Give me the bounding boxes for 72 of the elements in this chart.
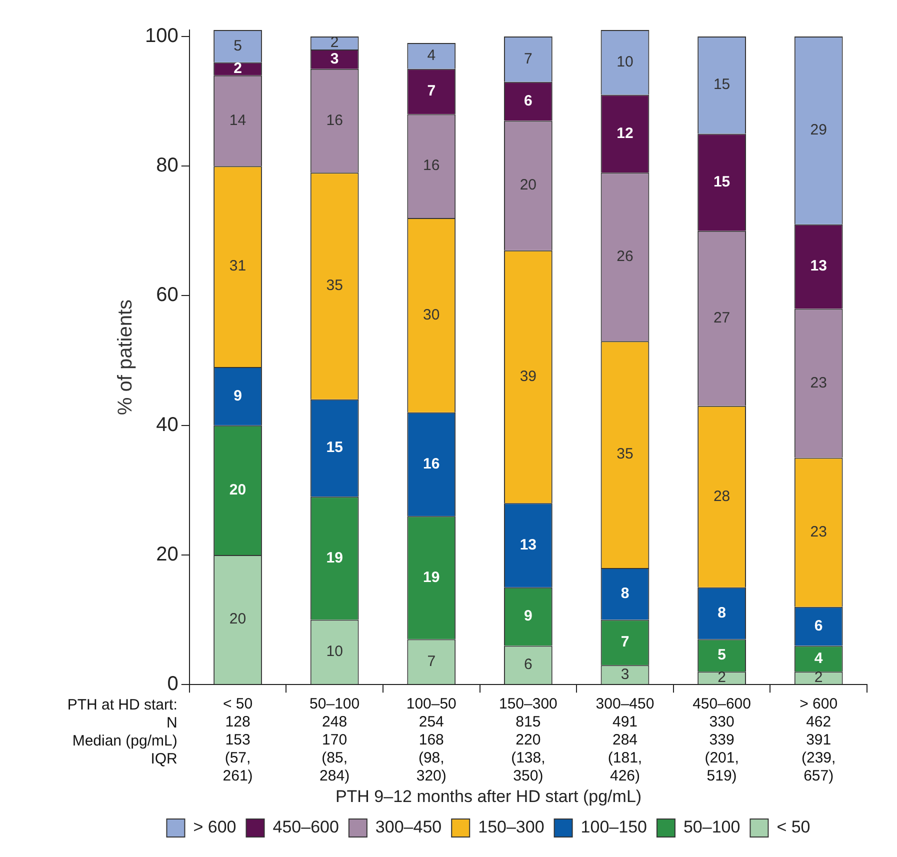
data-label: 13 bbox=[520, 536, 537, 554]
data-label: 23 bbox=[810, 523, 827, 540]
text: PTH at HD start: bbox=[67, 696, 178, 714]
data-label: 10 bbox=[326, 643, 343, 660]
y-tick-label: 20 bbox=[156, 543, 178, 566]
data-label: 26 bbox=[616, 248, 634, 265]
data-label: 6 bbox=[524, 656, 532, 674]
y-axis-title: % of patients bbox=[114, 299, 137, 416]
data-label: 7 bbox=[620, 634, 630, 651]
data-label: 3 bbox=[330, 50, 339, 68]
x-tick-label: 100–50 254 168 (98, 320) bbox=[406, 696, 456, 785]
data-label: 39 bbox=[520, 368, 537, 385]
data-label: 8 bbox=[718, 604, 726, 622]
x-tick-label: 300–450 491 284 (181, 426) bbox=[596, 696, 654, 785]
data-label: 20 bbox=[520, 176, 537, 194]
data-label: 20 bbox=[229, 481, 246, 498]
data-label: 31 bbox=[229, 258, 246, 275]
data-label: 10 bbox=[616, 54, 634, 71]
y-tick-label: 80 bbox=[156, 154, 178, 177]
data-label: 12 bbox=[616, 124, 634, 142]
data-label: 9 bbox=[524, 608, 532, 625]
data-label: 30 bbox=[423, 306, 440, 324]
data-label: 4 bbox=[427, 47, 436, 64]
legend-label: 100–150 bbox=[580, 818, 647, 837]
x-tick-label: 50–100 248 170 (85, 284) bbox=[310, 696, 360, 785]
legend-label: 150–300 bbox=[478, 818, 544, 837]
legend-title: PTH 9–12 months after HD start (pg/mL) bbox=[335, 786, 642, 806]
data-label: 16 bbox=[326, 112, 343, 129]
legend-label: 50–100 bbox=[683, 818, 740, 837]
data-label: 6 bbox=[524, 92, 532, 110]
data-label: 19 bbox=[423, 568, 440, 586]
legend-label: 450–600 bbox=[272, 818, 339, 837]
text: IQR bbox=[150, 750, 178, 768]
y-tick-label: 0 bbox=[167, 673, 178, 696]
data-label: 16 bbox=[423, 455, 440, 472]
legend-label: < 50 bbox=[776, 818, 810, 837]
data-label: 16 bbox=[423, 157, 440, 174]
data-label: 13 bbox=[810, 258, 827, 275]
data-label: 35 bbox=[616, 446, 634, 463]
data-label: 5 bbox=[718, 646, 726, 664]
y-tick-label: 40 bbox=[156, 414, 178, 436]
data-label: 15 bbox=[713, 173, 730, 190]
data-label: 28 bbox=[713, 488, 730, 505]
data-label: 35 bbox=[326, 277, 343, 294]
data-label: 27 bbox=[713, 310, 730, 327]
legend-label: > 600 bbox=[193, 818, 236, 837]
data-label: 7 bbox=[427, 652, 436, 670]
data-label: 8 bbox=[620, 585, 630, 602]
data-label: 19 bbox=[326, 549, 343, 566]
data-label: 7 bbox=[427, 82, 436, 100]
text: N bbox=[166, 714, 178, 732]
x-tick-label: < 50 128 153 (57, 261) bbox=[222, 696, 253, 785]
data-label: 7 bbox=[524, 50, 532, 68]
y-tick-label: 60 bbox=[156, 284, 178, 306]
data-label: 23 bbox=[810, 374, 827, 392]
data-label: 3 bbox=[620, 666, 630, 683]
x-tick-label: 150–300 815 220 (138, 350) bbox=[498, 696, 558, 785]
data-label: 14 bbox=[229, 112, 246, 129]
data-label: 9 bbox=[234, 387, 242, 404]
data-label: 2 bbox=[234, 60, 242, 78]
data-label: 5 bbox=[234, 37, 242, 54]
legend-label: 300–450 bbox=[375, 818, 442, 837]
y-tick-label: 100 bbox=[144, 24, 178, 47]
data-label: 4 bbox=[814, 650, 824, 667]
data-label: 6 bbox=[814, 617, 823, 634]
data-label: 29 bbox=[810, 122, 827, 139]
data-label: 15 bbox=[326, 439, 343, 456]
text: Median (pg/mL) bbox=[72, 732, 178, 750]
x-tick-label: 450–600 330 339 (201, 519) bbox=[692, 696, 751, 785]
data-label: 15 bbox=[713, 76, 730, 94]
data-label: 20 bbox=[229, 610, 246, 628]
x-tick-label: > 600 462 391 (239, 657) bbox=[800, 696, 838, 785]
